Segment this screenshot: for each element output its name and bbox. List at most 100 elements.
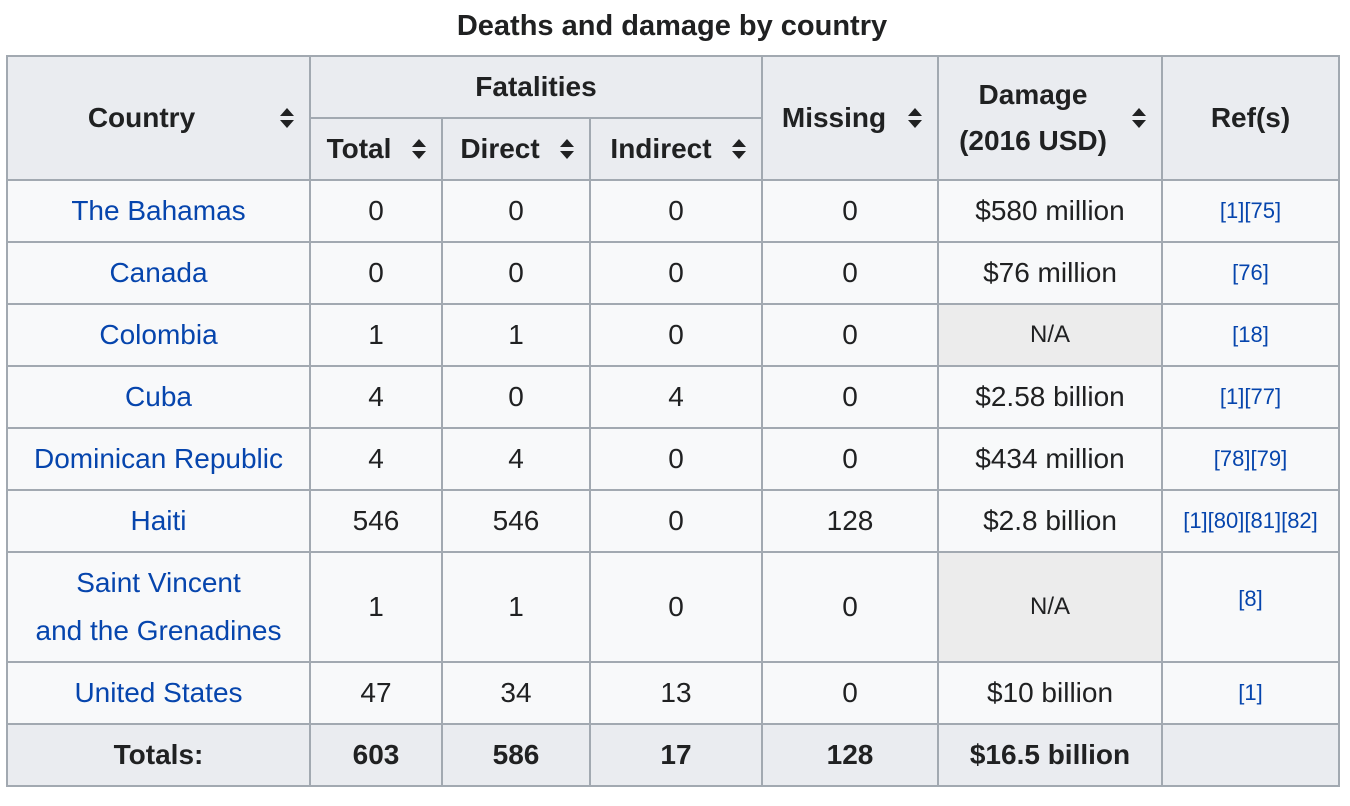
totals-damage: $16.5 billion [937,723,1163,787]
total-cell: 4 [309,365,443,429]
total-cell: 47 [309,661,443,725]
damage-cell-na: N/A [937,303,1163,367]
table-row: Colombia 1 1 0 0 N/A [18] [6,303,1340,367]
header-damage-line2: (2016 USD) [959,125,1107,156]
totals-row: Totals: 603 586 17 128 $16.5 billion [6,723,1340,787]
total-cell: 4 [309,427,443,491]
table-row: Saint Vincent and the Grenadines 1 1 0 0 … [6,551,1340,663]
ref-link[interactable]: [1] [1219,198,1245,223]
damage-cell-na: N/A [937,551,1163,663]
damage-cell: $580 million [937,179,1163,243]
direct-cell: 4 [441,427,591,491]
ref-link[interactable]: [1] [1183,508,1208,533]
table-row: Dominican Republic 4 4 0 0 $434 million … [6,427,1340,491]
direct-cell: 34 [441,661,591,725]
country-link[interactable]: Saint Vincent and the Grenadines [36,567,282,646]
refs-cell: [76] [1161,241,1340,305]
missing-cell: 0 [761,661,939,725]
indirect-cell: 0 [589,551,763,663]
missing-cell: 0 [761,241,939,305]
ref-link[interactable]: [82] [1281,508,1318,533]
header-refs: Ref(s) [1161,55,1340,181]
ref-link[interactable]: [78] [1213,446,1251,471]
direct-cell: 0 [441,365,591,429]
refs-cell: [1][75] [1161,179,1340,243]
header-direct-label: Direct [460,133,540,164]
country-cell: Cuba [6,365,311,429]
ref-link[interactable]: [81] [1244,508,1282,533]
country-cell: United States [6,661,311,725]
sort-icon[interactable] [1131,107,1147,129]
damage-cell: $2.8 billion [937,489,1163,553]
table-caption: Deaths and damage by country [456,10,888,42]
missing-cell: 128 [761,489,939,553]
totals-missing: 128 [761,723,939,787]
country-link[interactable]: United States [74,677,243,708]
damage-cell: $2.58 billion [937,365,1163,429]
header-fatalities: Fatalities [309,55,763,119]
direct-cell: 1 [441,303,591,367]
missing-cell: 0 [761,179,939,243]
header-country[interactable]: Country [6,55,311,181]
total-cell: 0 [309,241,443,305]
ref-link[interactable]: [18] [1232,322,1269,347]
refs-cell: [78][79] [1161,427,1340,491]
header-missing[interactable]: Missing [761,55,939,181]
country-cell: Canada [6,241,311,305]
total-cell: 1 [309,303,443,367]
sort-icon[interactable] [907,107,923,129]
damage-cell: $10 billion [937,661,1163,725]
totals-label: Totals: [6,723,311,787]
sort-icon[interactable] [559,138,575,160]
ref-link[interactable]: [8] [1238,586,1263,611]
sort-icon[interactable] [731,138,747,160]
refs-cell: [1][77] [1161,365,1340,429]
ref-link[interactable]: [76] [1232,260,1269,285]
damage-cell: $434 million [937,427,1163,491]
header-damage[interactable]: Damage (2016 USD) [937,55,1163,181]
country-link-line2: and the Grenadines [35,615,282,646]
refs-cell: [1] [1161,661,1340,725]
direct-cell: 0 [441,179,591,243]
indirect-cell: 13 [589,661,763,725]
country-cell: Haiti [6,489,311,553]
indirect-cell: 0 [589,489,763,553]
totals-direct: 586 [441,723,591,787]
refs-cell: [1][80][81][82] [1161,489,1340,553]
country-link[interactable]: Dominican Republic [33,443,283,474]
header-damage-line1: Damage [978,79,1088,110]
totals-refs-empty [1161,723,1340,787]
header-country-label: Country [87,102,196,133]
direct-cell: 1 [441,551,591,663]
header-direct[interactable]: Direct [441,117,591,181]
sort-icon[interactable] [411,138,427,160]
ref-link[interactable]: [77] [1244,384,1282,409]
country-link[interactable]: Colombia [99,319,218,350]
total-cell: 1 [309,551,443,663]
country-link-line1: Saint Vincent [76,567,241,598]
totals-total: 603 [309,723,443,787]
indirect-cell: 0 [589,303,763,367]
missing-cell: 0 [761,427,939,491]
table-row: The Bahamas 0 0 0 0 $580 million [1][75] [6,179,1340,243]
header-total[interactable]: Total [309,117,443,181]
ref-link[interactable]: [1] [1219,384,1245,409]
country-link[interactable]: Cuba [125,381,192,412]
deaths-damage-table: Country Fatalities Missing Damage (2016 … [6,55,1340,787]
ref-link[interactable]: [79] [1250,446,1288,471]
header-indirect[interactable]: Indirect [589,117,763,181]
ref-link[interactable]: [80] [1207,508,1245,533]
table-row: United States 47 34 13 0 $10 billion [1] [6,661,1340,725]
ref-link[interactable]: [75] [1244,198,1282,223]
ref-link[interactable]: [1] [1238,680,1263,705]
missing-cell: 0 [761,551,939,663]
indirect-cell: 4 [589,365,763,429]
direct-cell: 0 [441,241,591,305]
sort-icon[interactable] [279,107,295,129]
country-cell: Colombia [6,303,311,367]
country-link[interactable]: Haiti [130,505,187,536]
indirect-cell: 0 [589,241,763,305]
total-cell: 0 [309,179,443,243]
country-link[interactable]: Canada [109,257,208,288]
country-link[interactable]: The Bahamas [71,195,246,226]
